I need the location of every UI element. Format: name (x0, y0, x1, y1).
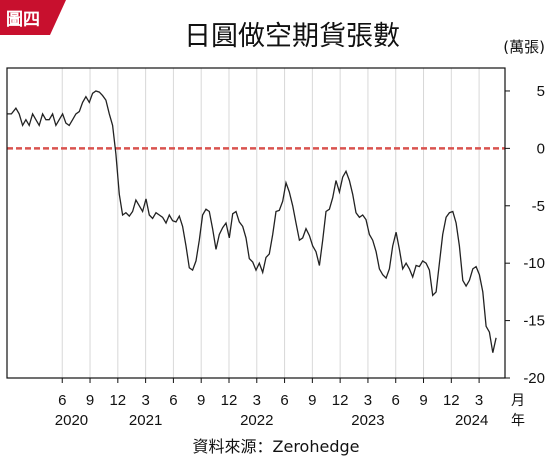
plot-border (6, 67, 506, 379)
y-tick-label: -5 (532, 198, 545, 215)
y-tick-label: -15 (523, 313, 545, 330)
x-tick-label: 3 (364, 392, 372, 409)
badge-shape (0, 0, 66, 35)
y-tick-label: 0 (537, 140, 545, 157)
plot-area (6, 67, 506, 379)
y-tick-label: -10 (523, 255, 545, 272)
x-axis: 6 9 12 3 6 9 12 3 6 9 12 3 6 9 12 3 2020 2021 2022 2023 2024 (55, 378, 488, 429)
x-tick-label: 12 (332, 392, 349, 409)
source-note: 資料來源：Zerohedge (193, 437, 360, 456)
y-axis: 5 0 -5 -10 -15 -20 (505, 83, 545, 387)
x-tick-label: 6 (58, 392, 66, 409)
x-tick-label: 9 (419, 392, 427, 409)
x-year-label: 2021 (129, 412, 162, 429)
x-tick-label: 12 (109, 392, 126, 409)
x-tick-label: 9 (308, 392, 316, 409)
x-year-label: 2020 (55, 412, 88, 429)
x-year-label: 2023 (351, 412, 384, 429)
x-axis-unit-year: 年 (511, 413, 525, 429)
figure-badge: 圖四 (0, 0, 66, 35)
badge-label: 圖四 (6, 10, 40, 30)
x-axis-unit: 月 年 (511, 393, 525, 429)
x-tick-label: 12 (221, 392, 238, 409)
series-line (7, 90, 497, 353)
x-year-label: 2022 (240, 412, 273, 429)
y-unit-label: (萬張) (503, 38, 545, 56)
x-tick-label: 9 (86, 392, 94, 409)
y-tick-label: 5 (537, 83, 545, 100)
chart-title: 日圓做空期貨張數 (184, 21, 400, 52)
x-tick-label: 3 (253, 392, 261, 409)
x-tick-label: 3 (475, 392, 483, 409)
x-tick-label: 12 (443, 392, 460, 409)
x-tick-label: 3 (141, 392, 149, 409)
y-tick-label: -20 (523, 370, 545, 387)
x-tick-label: 6 (169, 392, 177, 409)
x-tick-label: 6 (280, 392, 288, 409)
x-year-label: 2024 (455, 412, 488, 429)
x-tick-label: 6 (392, 392, 400, 409)
x-axis-unit-month: 月 (511, 393, 525, 409)
grid-lines (61, 68, 480, 378)
x-tick-label: 9 (197, 392, 205, 409)
